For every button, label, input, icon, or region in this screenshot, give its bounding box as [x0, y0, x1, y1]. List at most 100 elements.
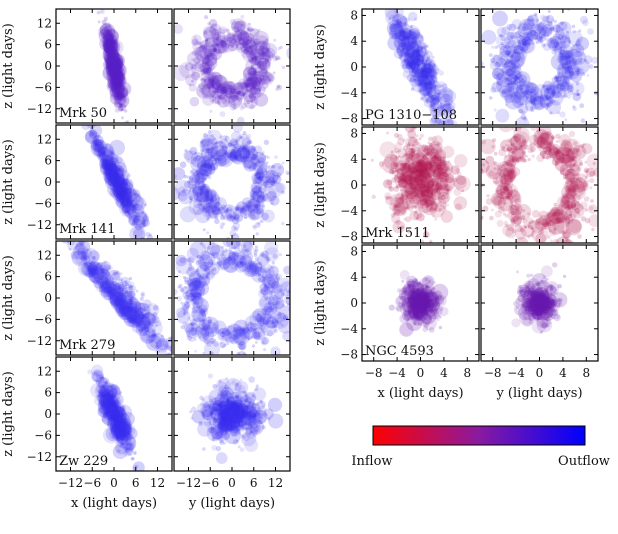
- data-point: [118, 185, 121, 189]
- data-point: [131, 220, 136, 225]
- data-point: [118, 299, 125, 306]
- y-tick-label: 0: [44, 291, 52, 305]
- data-point: [88, 129, 98, 139]
- data-point: [108, 293, 119, 305]
- data-point: [204, 38, 209, 42]
- data-point: [152, 305, 159, 311]
- data-point: [111, 413, 115, 417]
- data-point: [248, 376, 255, 383]
- data-point: [267, 195, 271, 199]
- data-point: [266, 156, 270, 160]
- data-point: [219, 409, 228, 418]
- data-point: [250, 78, 254, 82]
- data-point: [114, 411, 121, 418]
- data-point: [217, 422, 222, 427]
- data-point: [203, 49, 207, 54]
- data-point: [117, 95, 123, 101]
- data-point: [124, 302, 129, 307]
- data-point: [118, 186, 122, 191]
- data-point: [87, 260, 101, 274]
- data-point: [127, 432, 131, 436]
- data-point: [219, 135, 223, 139]
- data-point: [104, 380, 111, 388]
- data-point: [127, 309, 131, 313]
- data-point: [121, 198, 125, 202]
- data-point: [120, 94, 125, 98]
- data-point: [102, 22, 106, 27]
- data-point: [281, 161, 285, 165]
- data-point: [201, 321, 207, 328]
- data-point: [246, 262, 258, 273]
- data-point: [99, 401, 105, 407]
- data-point: [244, 427, 248, 431]
- data-point: [253, 154, 258, 158]
- data-point: [109, 413, 113, 417]
- data-point: [212, 153, 216, 157]
- y-tick-label: 12: [37, 248, 52, 262]
- data-point: [112, 49, 116, 53]
- data-point: [268, 295, 279, 306]
- data-point: [96, 10, 101, 15]
- data-point: [107, 52, 118, 63]
- data-point: [257, 221, 261, 225]
- data-point: [249, 194, 256, 201]
- ring-center: [223, 57, 241, 75]
- data-point: [126, 173, 131, 178]
- data-point: [114, 178, 129, 192]
- data-point: [115, 288, 119, 292]
- data-point: [237, 412, 244, 420]
- data-point: [109, 157, 126, 174]
- data-point: [112, 63, 117, 67]
- data-point: [110, 425, 118, 433]
- data-point: [121, 300, 125, 304]
- data-point: [201, 398, 205, 402]
- data-point: [110, 389, 114, 393]
- data-point: [125, 291, 128, 295]
- data-point: [222, 135, 228, 141]
- data-point: [232, 125, 243, 133]
- data-point: [97, 20, 101, 24]
- data-point: [101, 143, 114, 156]
- data-point: [102, 382, 109, 389]
- data-point: [113, 171, 118, 175]
- data-point: [106, 421, 113, 427]
- data-point: [105, 61, 113, 70]
- data-point: [271, 266, 275, 270]
- data-point: [198, 202, 202, 206]
- data-point: [122, 433, 126, 437]
- data-point: [277, 46, 281, 51]
- data-point: [174, 288, 178, 296]
- data-point: [219, 138, 229, 149]
- data-point: [212, 96, 217, 101]
- data-point: [103, 164, 109, 170]
- data-point: [234, 426, 238, 430]
- data-point: [129, 309, 137, 316]
- data-point: [271, 281, 281, 290]
- data-point: [105, 409, 109, 413]
- data-point: [112, 410, 116, 414]
- data-point: [219, 411, 231, 423]
- data-point: [245, 428, 253, 435]
- data-point: [111, 287, 116, 292]
- data-point: [101, 283, 105, 287]
- data-point: [123, 181, 128, 186]
- data-point: [256, 177, 264, 186]
- data-point: [184, 294, 190, 301]
- data-point: [186, 333, 191, 338]
- data-point: [142, 214, 147, 220]
- data-point: [258, 59, 271, 72]
- data-point: [234, 154, 242, 162]
- data-point: [110, 422, 126, 438]
- data-point: [118, 406, 121, 410]
- data-point: [111, 183, 126, 198]
- data-point: [208, 403, 218, 412]
- data-point: [113, 421, 117, 425]
- data-point: [121, 422, 125, 426]
- data-point: [253, 225, 257, 230]
- data-point: [220, 423, 225, 427]
- data-point: [121, 203, 125, 206]
- data-point: [87, 264, 98, 274]
- data-point: [129, 314, 143, 328]
- data-point: [110, 72, 127, 89]
